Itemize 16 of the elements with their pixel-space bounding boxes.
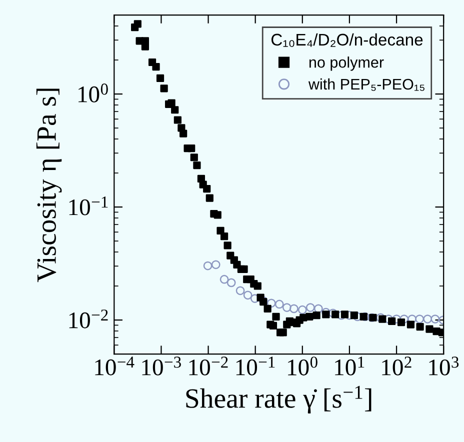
x-tick-label: 10$^{0}$ <box>288 356 318 376</box>
y-tick-label: 10$^{−1}$ <box>69 196 108 216</box>
x-tick-label: 10$^{3}$ <box>429 356 459 376</box>
legend-label: no polymer <box>309 56 384 71</box>
x-tick-label: 10$^{−4}$ <box>95 356 134 376</box>
legend-title: C₁₀E₄/D₂O/n-decane <box>271 33 423 47</box>
legend-label: with PEP₅-PEO₁₅ <box>308 78 424 91</box>
y-tick-label: 10$^{0}$ <box>78 84 108 102</box>
x-tick-label: 10$^{−3}$ <box>142 356 181 376</box>
x-tick-label: 10$^{−1}$ <box>236 356 275 376</box>
x-axis-title: Shear rate γ̇ [s$^{−1}$] <box>186 386 372 414</box>
x-tick-label: 10$^{1}$ <box>335 356 364 376</box>
y-tick-label: 10$^{−2}$ <box>69 310 108 328</box>
y-axis-title: Viscosity η [Pa s] <box>36 88 62 282</box>
x-tick-label: 10$^{2}$ <box>382 356 412 376</box>
x-tick-label: 10$^{−2}$ <box>189 356 228 376</box>
